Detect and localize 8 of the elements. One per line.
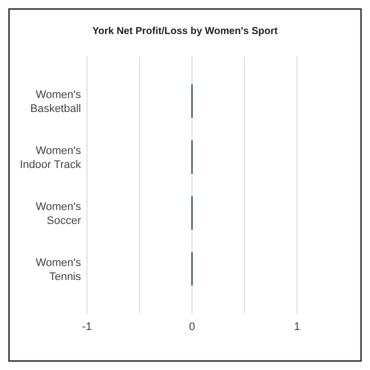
x-tick-label: -1	[82, 321, 92, 333]
y-tick-label: Women's Tennis	[36, 256, 82, 283]
y-tick-label: Women's Soccer	[36, 200, 82, 227]
x-tick-label: 1	[294, 321, 300, 333]
y-tick-label: Women's Basketball	[30, 89, 82, 116]
x-tick-label: 0	[188, 321, 196, 333]
y-tick-label: Women's Indoor Track	[20, 145, 82, 172]
chart-title: York Net Profit/Loss by Women's Sport	[92, 26, 278, 37]
